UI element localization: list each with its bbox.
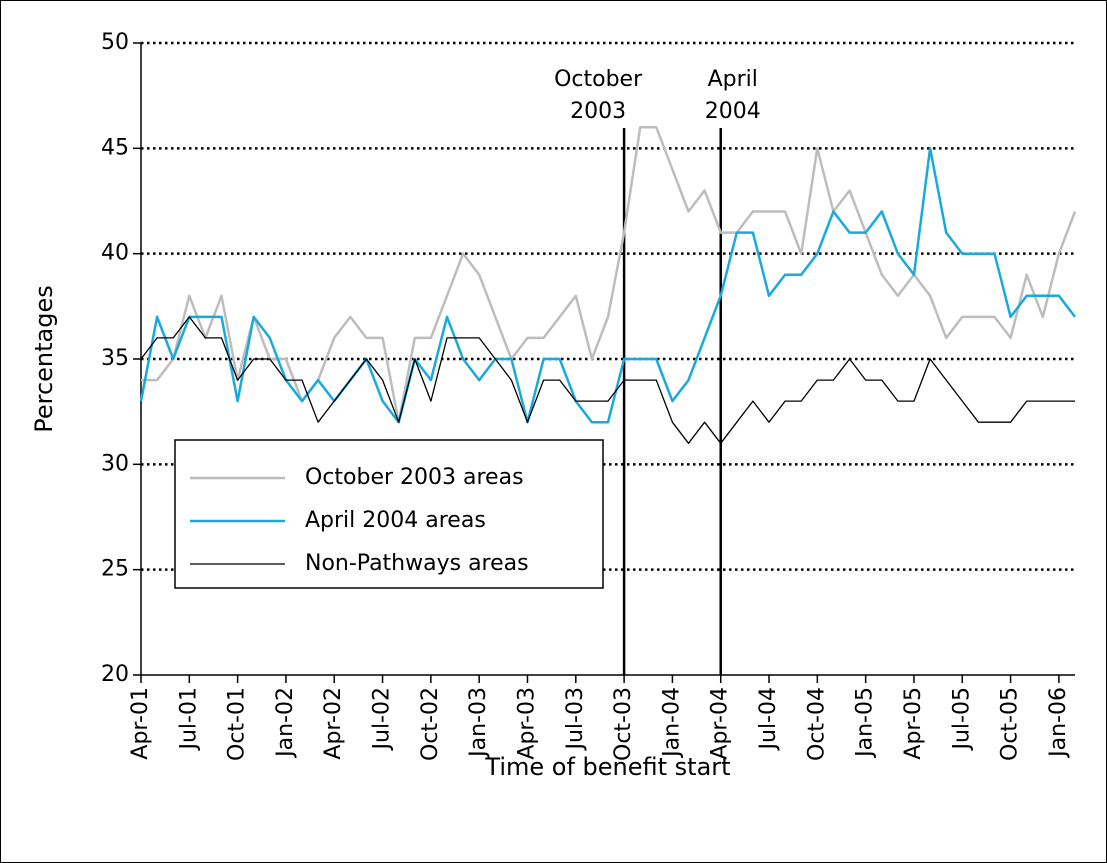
y-tick-label: 35 bbox=[101, 346, 129, 371]
x-tick-label: Apr-01 bbox=[128, 687, 153, 760]
x-tick-label: Jul-01 bbox=[176, 687, 201, 751]
x-tick-label: Jul-05 bbox=[949, 687, 974, 751]
annotation-text: 2004 bbox=[705, 99, 761, 124]
x-tick-label: Jan-03 bbox=[466, 687, 491, 759]
series-line bbox=[141, 126, 1077, 424]
x-tick-label: Apr-02 bbox=[321, 687, 346, 760]
series-line bbox=[140, 316, 1075, 444]
legend-label: October 2003 areas bbox=[305, 465, 524, 490]
series-line bbox=[139, 147, 1076, 424]
x-tick-label: Oct-04 bbox=[804, 687, 829, 761]
y-tick-label: 45 bbox=[101, 135, 129, 160]
y-tick-label: 25 bbox=[101, 557, 129, 582]
y-tick-label: 40 bbox=[101, 241, 129, 266]
y-tick-label: 30 bbox=[101, 451, 129, 476]
x-tick-label: Apr-03 bbox=[514, 687, 539, 760]
annotation-text: October bbox=[554, 67, 643, 92]
x-tick-label: Jul-03 bbox=[563, 687, 588, 751]
legend-box bbox=[174, 439, 604, 589]
y-tick-label: 50 bbox=[101, 30, 129, 55]
x-tick-label: Jul-02 bbox=[370, 687, 395, 751]
x-axis-title: Time of benefit start bbox=[484, 753, 730, 781]
x-tick-label: Jan-04 bbox=[659, 687, 684, 759]
x-tick-label: Oct-01 bbox=[225, 687, 250, 761]
x-tick-label: Oct-05 bbox=[998, 687, 1023, 761]
x-tick-label: Jul-04 bbox=[756, 687, 781, 751]
annotation-text: 2003 bbox=[570, 99, 626, 124]
x-tick-label: Oct-03 bbox=[611, 687, 636, 761]
x-tick-label: Jan-05 bbox=[853, 687, 878, 759]
annotation-text: April bbox=[708, 67, 758, 92]
x-tick-label: Jan-06 bbox=[1046, 687, 1071, 759]
y-tick-label: 20 bbox=[101, 662, 129, 687]
legend-label: April 2004 areas bbox=[305, 508, 486, 533]
x-tick-label: Apr-04 bbox=[708, 687, 733, 760]
x-tick-label: Apr-05 bbox=[901, 687, 926, 760]
x-tick-label: Jan-02 bbox=[273, 687, 298, 759]
x-tick-label: Oct-02 bbox=[418, 687, 443, 761]
y-axis-title: Percentages bbox=[30, 285, 58, 433]
legend-label: Non-Pathways areas bbox=[305, 551, 529, 576]
